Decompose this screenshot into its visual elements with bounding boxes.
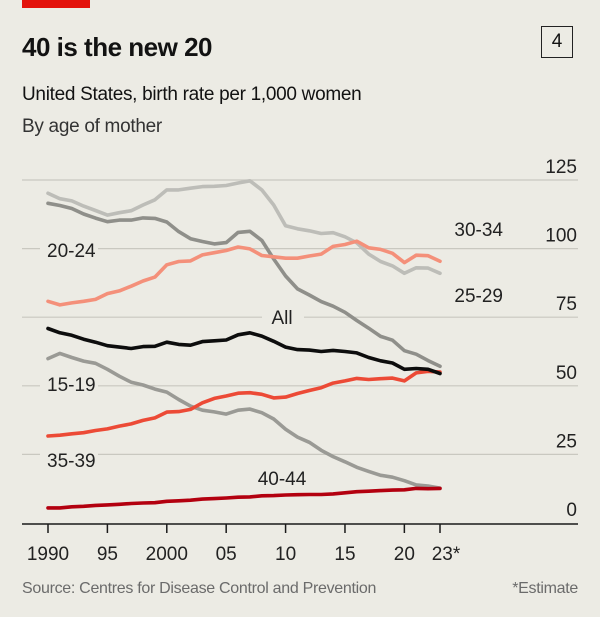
y-tick-label: 50 (556, 363, 577, 384)
series-label-40-44: 40-44 (258, 469, 307, 490)
y-tick-label: 0 (566, 500, 577, 521)
chart-title: 40 is the new 20 (22, 32, 212, 62)
x-tick-label: 10 (275, 544, 296, 565)
series-line-40-44 (46, 486, 442, 510)
series-line-20-24 (46, 201, 442, 369)
label-background (40, 239, 98, 263)
x-tick-label: 20 (394, 544, 415, 565)
estimate-footnote: *Estimate (512, 580, 578, 597)
y-tick-label: 100 (545, 226, 577, 247)
series-label-all: All (271, 308, 292, 329)
series-label-35-39: 35-39 (47, 451, 96, 472)
chart-number-badge: 4 (541, 26, 573, 58)
y-tick-label: 25 (556, 431, 577, 452)
series-label-20-24: 20-24 (47, 241, 96, 262)
series-label-30-34: 30-34 (454, 220, 503, 241)
x-tick-label: 2000 (146, 544, 188, 565)
series-line-30-34 (46, 239, 442, 307)
chart-subsubtitle: By age of mother (22, 116, 162, 137)
label-background (262, 306, 304, 330)
series-label-15-19: 15-19 (47, 375, 96, 396)
x-tick-label: 05 (216, 544, 237, 565)
x-tick-label: 23* (432, 544, 461, 565)
x-tick-label: 15 (334, 544, 355, 565)
series-line-15-19 (46, 351, 442, 490)
y-tick-label: 75 (556, 294, 577, 315)
series-line-35-39 (46, 369, 442, 438)
series-lines (46, 179, 442, 510)
label-background (40, 373, 98, 397)
series-label-25-29: 25-29 (454, 286, 503, 307)
x-tick-label: 1990 (27, 544, 69, 565)
source-note: Source: Centres for Disease Control and … (22, 580, 377, 597)
series-labels: 25-29 20-24 30-34 15-19 35-39 40-44 All (40, 220, 503, 490)
x-axis: 1990 95 2000 05 10 15 20 23* (22, 523, 578, 565)
series-line-25-29 (46, 179, 442, 276)
y-axis-tick-labels: 0 25 50 75 100 125 (545, 157, 577, 521)
y-tick-label: 125 (545, 157, 577, 178)
label-background (40, 449, 98, 473)
chart-subtitle: United States, birth rate per 1,000 wome… (22, 84, 362, 105)
brand-red-bar (22, 0, 90, 8)
series-line-all (46, 326, 442, 376)
x-tick-label: 95 (97, 544, 118, 565)
gridlines (22, 179, 578, 455)
